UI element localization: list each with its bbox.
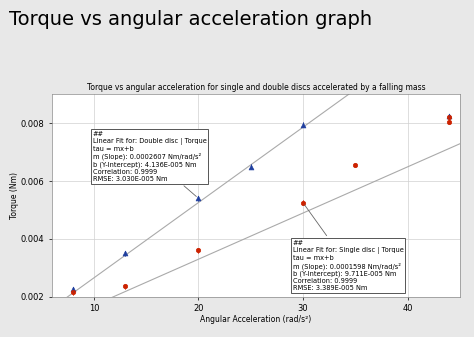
Point xyxy=(299,122,307,127)
Text: ##
Linear Fit for: Single disc | Torque
tau = mx+b
m (Slope): 0.0001598 Nm/rad/s: ## Linear Fit for: Single disc | Torque … xyxy=(292,205,403,291)
Point xyxy=(69,289,77,295)
Point xyxy=(446,119,453,124)
Point xyxy=(446,115,453,120)
Point xyxy=(121,284,129,289)
X-axis label: Angular Acceleration (rad/s²): Angular Acceleration (rad/s²) xyxy=(201,314,311,324)
Text: Torque vs angular acceleration graph: Torque vs angular acceleration graph xyxy=(9,10,373,29)
Title: Torque vs angular acceleration for single and double discs accelerated by a fall: Torque vs angular acceleration for singl… xyxy=(87,83,425,92)
Point xyxy=(299,200,307,205)
Point xyxy=(195,196,202,201)
Point xyxy=(247,164,255,169)
Point xyxy=(195,248,202,253)
Y-axis label: Torque (Nm): Torque (Nm) xyxy=(10,172,19,219)
Point xyxy=(446,113,453,119)
Point xyxy=(351,162,359,168)
Text: ##
Linear Fit for: Double disc | Torque
tau = mx+b
m (Slope): 0.0002607 Nm/rad/s: ## Linear Fit for: Double disc | Torque … xyxy=(93,131,207,196)
Point xyxy=(69,287,77,292)
Point xyxy=(121,250,129,256)
